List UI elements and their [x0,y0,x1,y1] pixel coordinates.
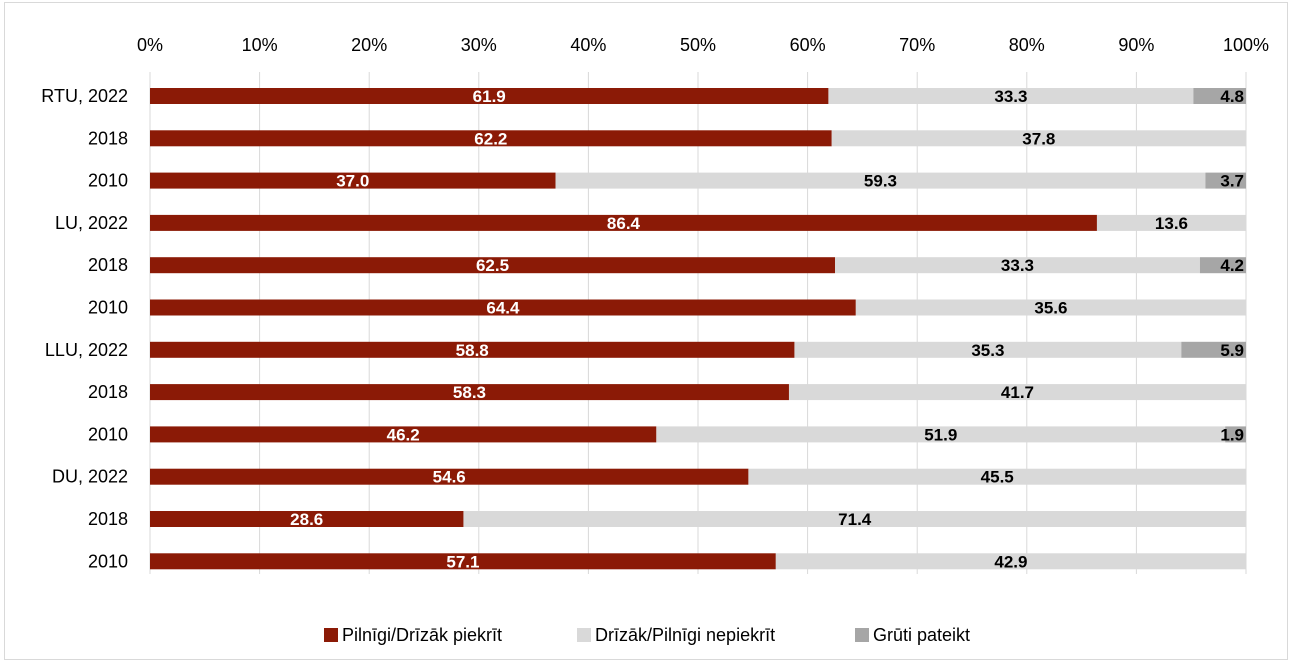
data-label: 42.9 [994,552,1027,571]
data-label: 37.0 [336,172,369,191]
data-label: 71.4 [838,510,872,529]
x-tick-label: 90% [1118,35,1154,55]
x-tick-label: 10% [242,35,278,55]
data-label: 59.3 [864,172,897,191]
category-label: RTU, 2022 [41,86,128,106]
data-labels: 61.9 33.3 4.8 62.2 37.8 37.0 59.3 3.7 86.4 13.6 62… [290,87,1244,571]
bar-segment [150,426,657,443]
bar-segment [831,130,1246,147]
bar-segment [855,299,1246,316]
x-tick-label: 50% [680,35,716,55]
x-tick-label: 0% [137,35,163,55]
bar-segment [150,172,556,189]
x-axis-ticks: 0% 10% 20% 30% 40% 50% 60% 70% 80% 90% 100% [137,35,1269,55]
bar-segment [150,299,856,316]
legend-swatch [577,628,591,642]
bar-segment [150,468,749,485]
data-label: 57.1 [446,552,479,571]
x-tick-label: 20% [351,35,387,55]
data-label: 45.5 [981,468,1014,487]
data-label: 61.9 [473,87,506,106]
bar-segment [150,88,829,104]
x-tick-label: 70% [899,35,935,55]
bar-segment [555,172,1206,189]
category-label: 2010 [88,551,128,571]
data-label: 62.2 [474,129,507,148]
bar-segment [463,511,1246,527]
chart-frame [4,2,1288,660]
legend: Pilnīgi/Drīzāk piekrīt Drīzāk/Pilnīgi nep… [324,625,970,645]
category-label: 2018 [88,255,128,275]
bar-segment [150,341,795,358]
legend-label: Grūti pateikt [873,625,970,645]
category-label: 2018 [88,509,128,529]
bar-segment [788,384,1246,401]
bar-segment [748,468,1246,485]
data-label: 33.3 [1001,256,1034,275]
bar-segment [835,257,1200,274]
data-label: 64.4 [486,299,520,318]
data-label: 46.2 [387,425,420,444]
data-label: 4.2 [1220,256,1244,275]
category-label: 2010 [88,298,128,318]
bar-segment [150,214,1097,231]
data-label: 3.7 [1220,172,1244,191]
legend-swatch [855,628,869,642]
data-label: 51.9 [924,425,957,444]
bar-segment [794,341,1182,358]
data-label: 86.4 [607,214,641,233]
data-label: 33.3 [994,87,1027,106]
bar-segment [150,511,464,527]
bar-segment [1096,214,1246,231]
legend-swatch [324,628,338,642]
bar-segment [150,553,776,570]
category-label: 2010 [88,171,128,191]
x-tick-label: 40% [570,35,606,55]
x-tick-label: 60% [790,35,826,55]
bar-segment [828,88,1194,104]
data-label: 35.3 [971,341,1004,360]
bars [150,88,1246,570]
bar-segment [150,384,789,401]
data-label: 37.8 [1022,129,1055,148]
data-label: 13.6 [1155,214,1188,233]
legend-label: Pilnīgi/Drīzāk piekrīt [342,625,502,645]
bar-segment [150,130,832,147]
data-label: 5.9 [1220,341,1244,360]
category-label: LLU, 2022 [45,340,128,360]
data-label: 1.9 [1220,425,1244,444]
data-label: 35.6 [1034,299,1067,318]
bar-segment [1199,257,1246,274]
data-label: 4.8 [1220,87,1244,106]
x-tick-label: 100% [1223,35,1269,55]
x-tick-label: 30% [461,35,497,55]
category-label: 2018 [88,128,128,148]
data-label: 41.7 [1001,383,1034,402]
legend-label: Drīzāk/Pilnīgi nepiekrīt [595,625,775,645]
category-label: 2010 [88,424,128,444]
category-label: LU, 2022 [55,213,128,233]
bar-segment [1181,341,1246,358]
gridlines [149,72,1247,574]
data-label: 58.3 [453,383,486,402]
data-label: 62.5 [476,256,509,275]
bar-segment [1193,88,1246,104]
data-label: 58.8 [456,341,489,360]
bar-segment [150,257,835,274]
data-label: 28.6 [290,510,323,529]
bar-segment [656,426,1226,443]
category-label: 2018 [88,382,128,402]
category-labels: RTU, 2022 2018 2010 LU, 2022 2018 2010 LLU, 20… [41,86,128,571]
category-label: DU, 2022 [52,467,128,487]
x-tick-label: 80% [1009,35,1045,55]
data-label: 54.6 [433,468,466,487]
bar-segment [1205,172,1246,189]
bar-segment [775,553,1246,570]
bar-segment [1225,426,1246,443]
